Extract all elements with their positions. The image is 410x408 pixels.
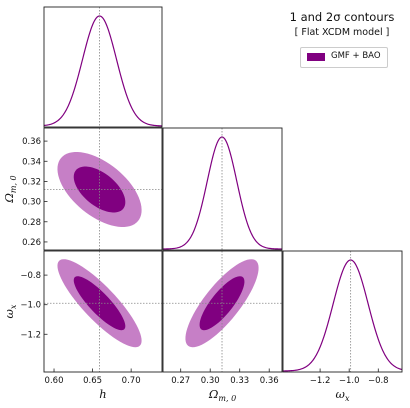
x-tick-label-wx_x-1: −1.0 xyxy=(339,376,360,386)
x-tick-label-h-0: 0.60 xyxy=(45,376,64,386)
posterior-curve-om xyxy=(162,136,283,250)
y-tick-label-om_y-2: 0.30 xyxy=(22,198,41,208)
h-om-1sigma-region xyxy=(73,166,126,213)
panel-frame-2-0 xyxy=(43,250,163,373)
panel-frame-1-0 xyxy=(43,127,163,251)
posterior-curve-h xyxy=(43,15,163,127)
x-tick-label-wx_x-0: −1.2 xyxy=(310,376,331,386)
axis-label-om-sub: m, 0 xyxy=(9,175,18,193)
y-tick-label-wx_y-2: −1.2 xyxy=(20,330,41,340)
posterior-curve-wx xyxy=(282,259,403,372)
legend: GMF + BAO xyxy=(300,47,388,68)
panel-frame-2-2 xyxy=(282,250,403,373)
axis-label-wx-sub: x xyxy=(345,394,350,403)
axis-label-om-main: Ω xyxy=(208,387,219,401)
y-tick-label-om_y-4: 0.34 xyxy=(22,157,41,167)
chart-title: 1 and 2σ contours xyxy=(289,10,395,24)
axis-label-wx-main: ω xyxy=(2,308,16,318)
axis-label-om-y: Ωm, 0 xyxy=(2,175,18,203)
axis-label-om-sub: m, 0 xyxy=(218,394,236,403)
axis-label-wx-sub: x xyxy=(9,304,18,309)
legend-label: GMF + BAO xyxy=(331,51,381,61)
y-tick-label-om_y-1: 0.28 xyxy=(22,218,41,228)
x-tick-label-wx_x-2: −0.8 xyxy=(368,376,389,386)
axis-label-wx-main: ω xyxy=(336,387,346,401)
panel-frame-0-0 xyxy=(43,6,163,128)
y-tick-label-om_y-3: 0.32 xyxy=(22,177,41,187)
chart-subtitle: [ Flat XCDM model ] xyxy=(294,27,390,38)
x-tick-label-h-1: 0.65 xyxy=(83,376,102,386)
axis-label-h-x: h xyxy=(99,387,106,401)
axis-label-wx-y: ωx xyxy=(2,304,18,318)
y-tick-label-wx_y-0: −0.8 xyxy=(20,271,41,281)
axis-label-wx-x: ωx xyxy=(336,387,350,403)
x-tick-label-om_x-1: 0.30 xyxy=(201,376,220,386)
panel-frame-1-1 xyxy=(162,127,283,251)
x-tick-label-om_x-0: 0.27 xyxy=(171,376,190,386)
axis-label-om-x: Ωm, 0 xyxy=(208,387,236,403)
x-tick-label-h-2: 0.70 xyxy=(122,376,141,386)
axis-label-h-main: h xyxy=(99,387,106,401)
x-tick-label-om_x-3: 0.36 xyxy=(260,376,279,386)
panel-frame-2-1 xyxy=(162,250,283,373)
legend-swatch xyxy=(307,53,325,61)
axis-label-om-main: Ω xyxy=(2,193,16,204)
y-tick-label-om_y-5: 0.36 xyxy=(22,137,41,147)
y-tick-label-wx_y-1: −1.0 xyxy=(20,301,41,311)
y-tick-label-om_y-0: 0.26 xyxy=(22,238,41,248)
x-tick-label-om_x-2: 0.33 xyxy=(230,376,249,386)
